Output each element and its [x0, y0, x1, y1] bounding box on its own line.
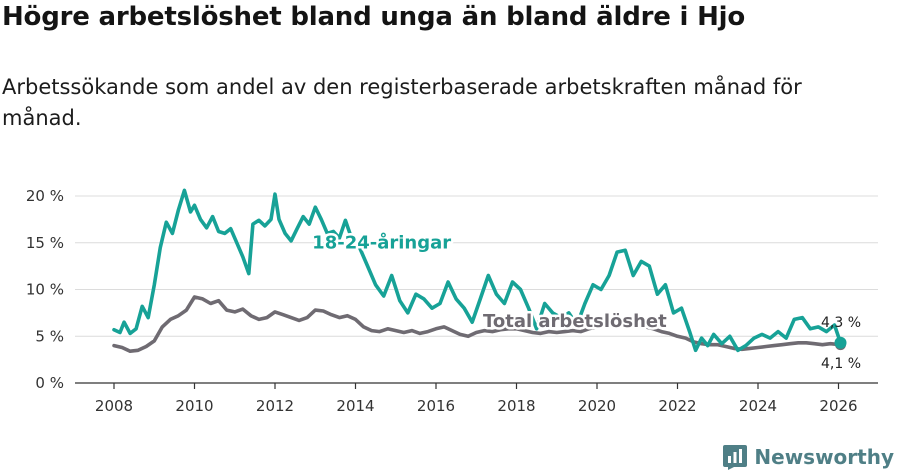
- chart-title: Högre arbetslöshet bland unga än bland ä…: [2, 2, 746, 32]
- y-tick-label: 15 %: [26, 234, 64, 252]
- series-label-young-halo: 18-24-åringar: [312, 231, 451, 253]
- series-label-young: 18-24-åringar: [312, 231, 451, 253]
- x-tick-label: 2016: [417, 397, 455, 415]
- x-tick-label: 2018: [497, 397, 535, 415]
- x-tick-label: 2026: [819, 397, 857, 415]
- y-tick-label: 10 %: [26, 281, 64, 299]
- logo-text: Newsworthy: [754, 445, 894, 469]
- series-label-total: Total arbetslöshet: [483, 311, 667, 332]
- x-tick-label: 2008: [95, 397, 133, 415]
- end-point-young: [834, 336, 847, 349]
- newsworthy-logo[interactable]: Newsworthy: [722, 444, 894, 470]
- x-tick-label: 2022: [658, 397, 696, 415]
- series-lines: [112, 188, 847, 353]
- series-line-young: [112, 188, 843, 353]
- y-tick-label: 20 %: [26, 187, 64, 205]
- y-tick-label: 0 %: [35, 374, 64, 392]
- x-tick-label: 2010: [175, 397, 213, 415]
- x-tick-label: 2012: [256, 397, 294, 415]
- gridlines: [75, 195, 878, 337]
- x-tick-label: 2020: [578, 397, 616, 415]
- end-label-young: 4,3 %: [821, 315, 861, 331]
- y-axis-ticks: 0 % 5 % 10 % 15 % 20 %: [26, 187, 64, 392]
- newsworthy-logo-icon: [723, 445, 748, 470]
- x-tick-label: 2014: [336, 397, 374, 415]
- x-tick-label: 2024: [739, 397, 777, 415]
- chart-subtitle: Arbetssökande som andel av den registerb…: [2, 75, 802, 130]
- y-tick-label: 5 %: [35, 327, 64, 345]
- x-axis: 2008 2010 2012 2014 2016 2018 2020 2022 2024 2026: [75, 382, 878, 415]
- end-label-total: 4,1 %: [821, 356, 861, 372]
- series-label-total-halo: Total arbetslöshet: [483, 311, 667, 332]
- series-line-total: [112, 295, 843, 353]
